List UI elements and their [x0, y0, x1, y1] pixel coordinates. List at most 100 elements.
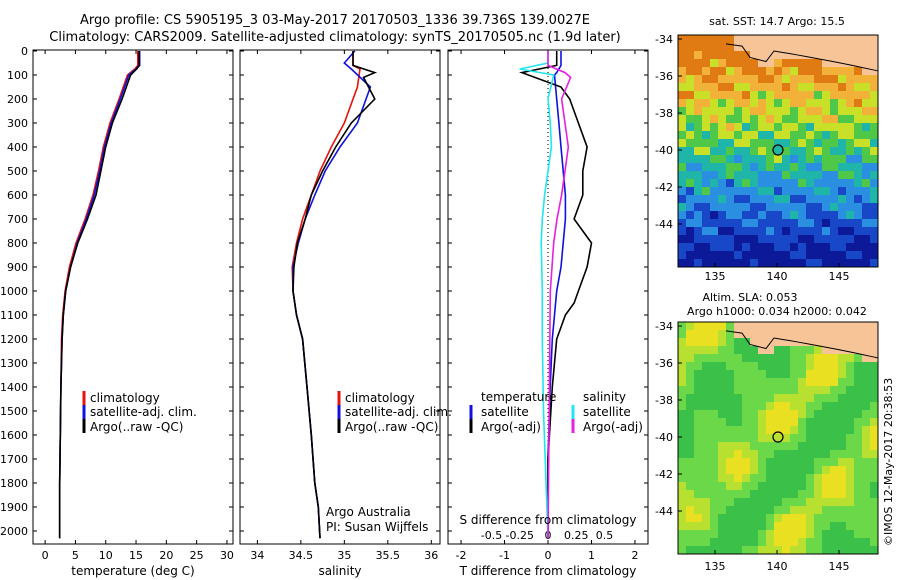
map-cell: [710, 426, 718, 434]
map-cell: [774, 99, 782, 107]
map-cell: [862, 243, 870, 251]
map-cell: [806, 43, 814, 51]
map-cell: [846, 402, 854, 410]
map-cell: [798, 67, 806, 75]
map-cell: [846, 243, 854, 251]
map-cell: [870, 466, 878, 474]
map-cell: [822, 410, 830, 418]
salinity-tick-label: 36: [424, 549, 438, 562]
map-cell: [726, 243, 734, 251]
map-cell: [678, 482, 686, 490]
map-cell: [766, 259, 774, 267]
map-cell: [870, 346, 878, 354]
series-line: [292, 50, 372, 539]
map-cell: [694, 530, 702, 538]
map-cell: [862, 235, 870, 243]
map-cell: [678, 131, 686, 139]
map-cell: [686, 147, 694, 155]
map-cell: [862, 458, 870, 466]
map-cell: [774, 442, 782, 450]
map-cell: [694, 450, 702, 458]
s-difference-tick-label: -0.5: [481, 529, 502, 542]
map-cell: [694, 490, 702, 498]
map-cell: [734, 35, 742, 43]
map-cell: [822, 251, 830, 259]
map-cell: [870, 123, 878, 131]
map-cell: [798, 338, 806, 346]
map-cell: [774, 35, 782, 43]
map-cell: [742, 123, 750, 131]
map-cell: [790, 546, 798, 554]
map-cell: [742, 155, 750, 163]
map-cell: [782, 418, 790, 426]
map-cell: [766, 346, 774, 354]
sst-map: [678, 35, 879, 267]
map-cell: [854, 67, 862, 75]
map-cell: [782, 474, 790, 482]
map-cell: [766, 227, 774, 235]
map-cell: [782, 346, 790, 354]
map-cell: [734, 67, 742, 75]
map-cell: [870, 442, 878, 450]
map-cell: [838, 402, 846, 410]
map-cell: [846, 203, 854, 211]
map-cell: [750, 115, 758, 123]
map-cell: [862, 147, 870, 155]
map-cell: [726, 51, 734, 59]
map-cell: [798, 466, 806, 474]
map-cell: [830, 354, 838, 362]
map-cell: [814, 506, 822, 514]
map-cell: [774, 498, 782, 506]
map-cell: [798, 394, 806, 402]
map-cell: [766, 99, 774, 107]
map-cell: [870, 322, 878, 330]
map-cell: [678, 546, 686, 554]
map-cell: [782, 450, 790, 458]
map-cell: [710, 346, 718, 354]
map-cell: [702, 115, 710, 123]
map-cell: [830, 546, 838, 554]
map-cell: [830, 67, 838, 75]
map-cell: [822, 123, 830, 131]
map-cell: [734, 330, 742, 338]
depth-tick-label: 500: [7, 165, 28, 178]
map-cell: [862, 506, 870, 514]
map-cell: [702, 450, 710, 458]
map-cell: [774, 259, 782, 267]
map-cell: [814, 99, 822, 107]
map-cell: [686, 466, 694, 474]
map-cell: [830, 203, 838, 211]
map-cell: [726, 378, 734, 386]
map-cell: [790, 458, 798, 466]
map-cell: [734, 538, 742, 546]
map-cell: [846, 498, 854, 506]
map-cell: [790, 115, 798, 123]
map-cell: [750, 538, 758, 546]
map-cell: [766, 514, 774, 522]
map-cell: [790, 67, 798, 75]
map-cell: [718, 338, 726, 346]
map-cell: [806, 251, 814, 259]
map-cell: [766, 450, 774, 458]
map-cell: [702, 203, 710, 211]
map-cell: [718, 362, 726, 370]
map-cell: [798, 139, 806, 147]
map-cell: [782, 394, 790, 402]
map-cell: [734, 418, 742, 426]
map-cell: [726, 211, 734, 219]
map-cell: [726, 59, 734, 67]
map-cell: [774, 418, 782, 426]
map-cell: [806, 171, 814, 179]
map-cell: [814, 482, 822, 490]
map-cell: [718, 35, 726, 43]
map-cell: [814, 386, 822, 394]
map-cell: [854, 458, 862, 466]
map-cell: [822, 195, 830, 203]
map-cell: [806, 219, 814, 227]
map-cell: [702, 43, 710, 51]
map-cell: [710, 330, 718, 338]
map-cell: [846, 163, 854, 171]
map-cell: [718, 490, 726, 498]
map-cell: [814, 219, 822, 227]
map-cell: [846, 123, 854, 131]
